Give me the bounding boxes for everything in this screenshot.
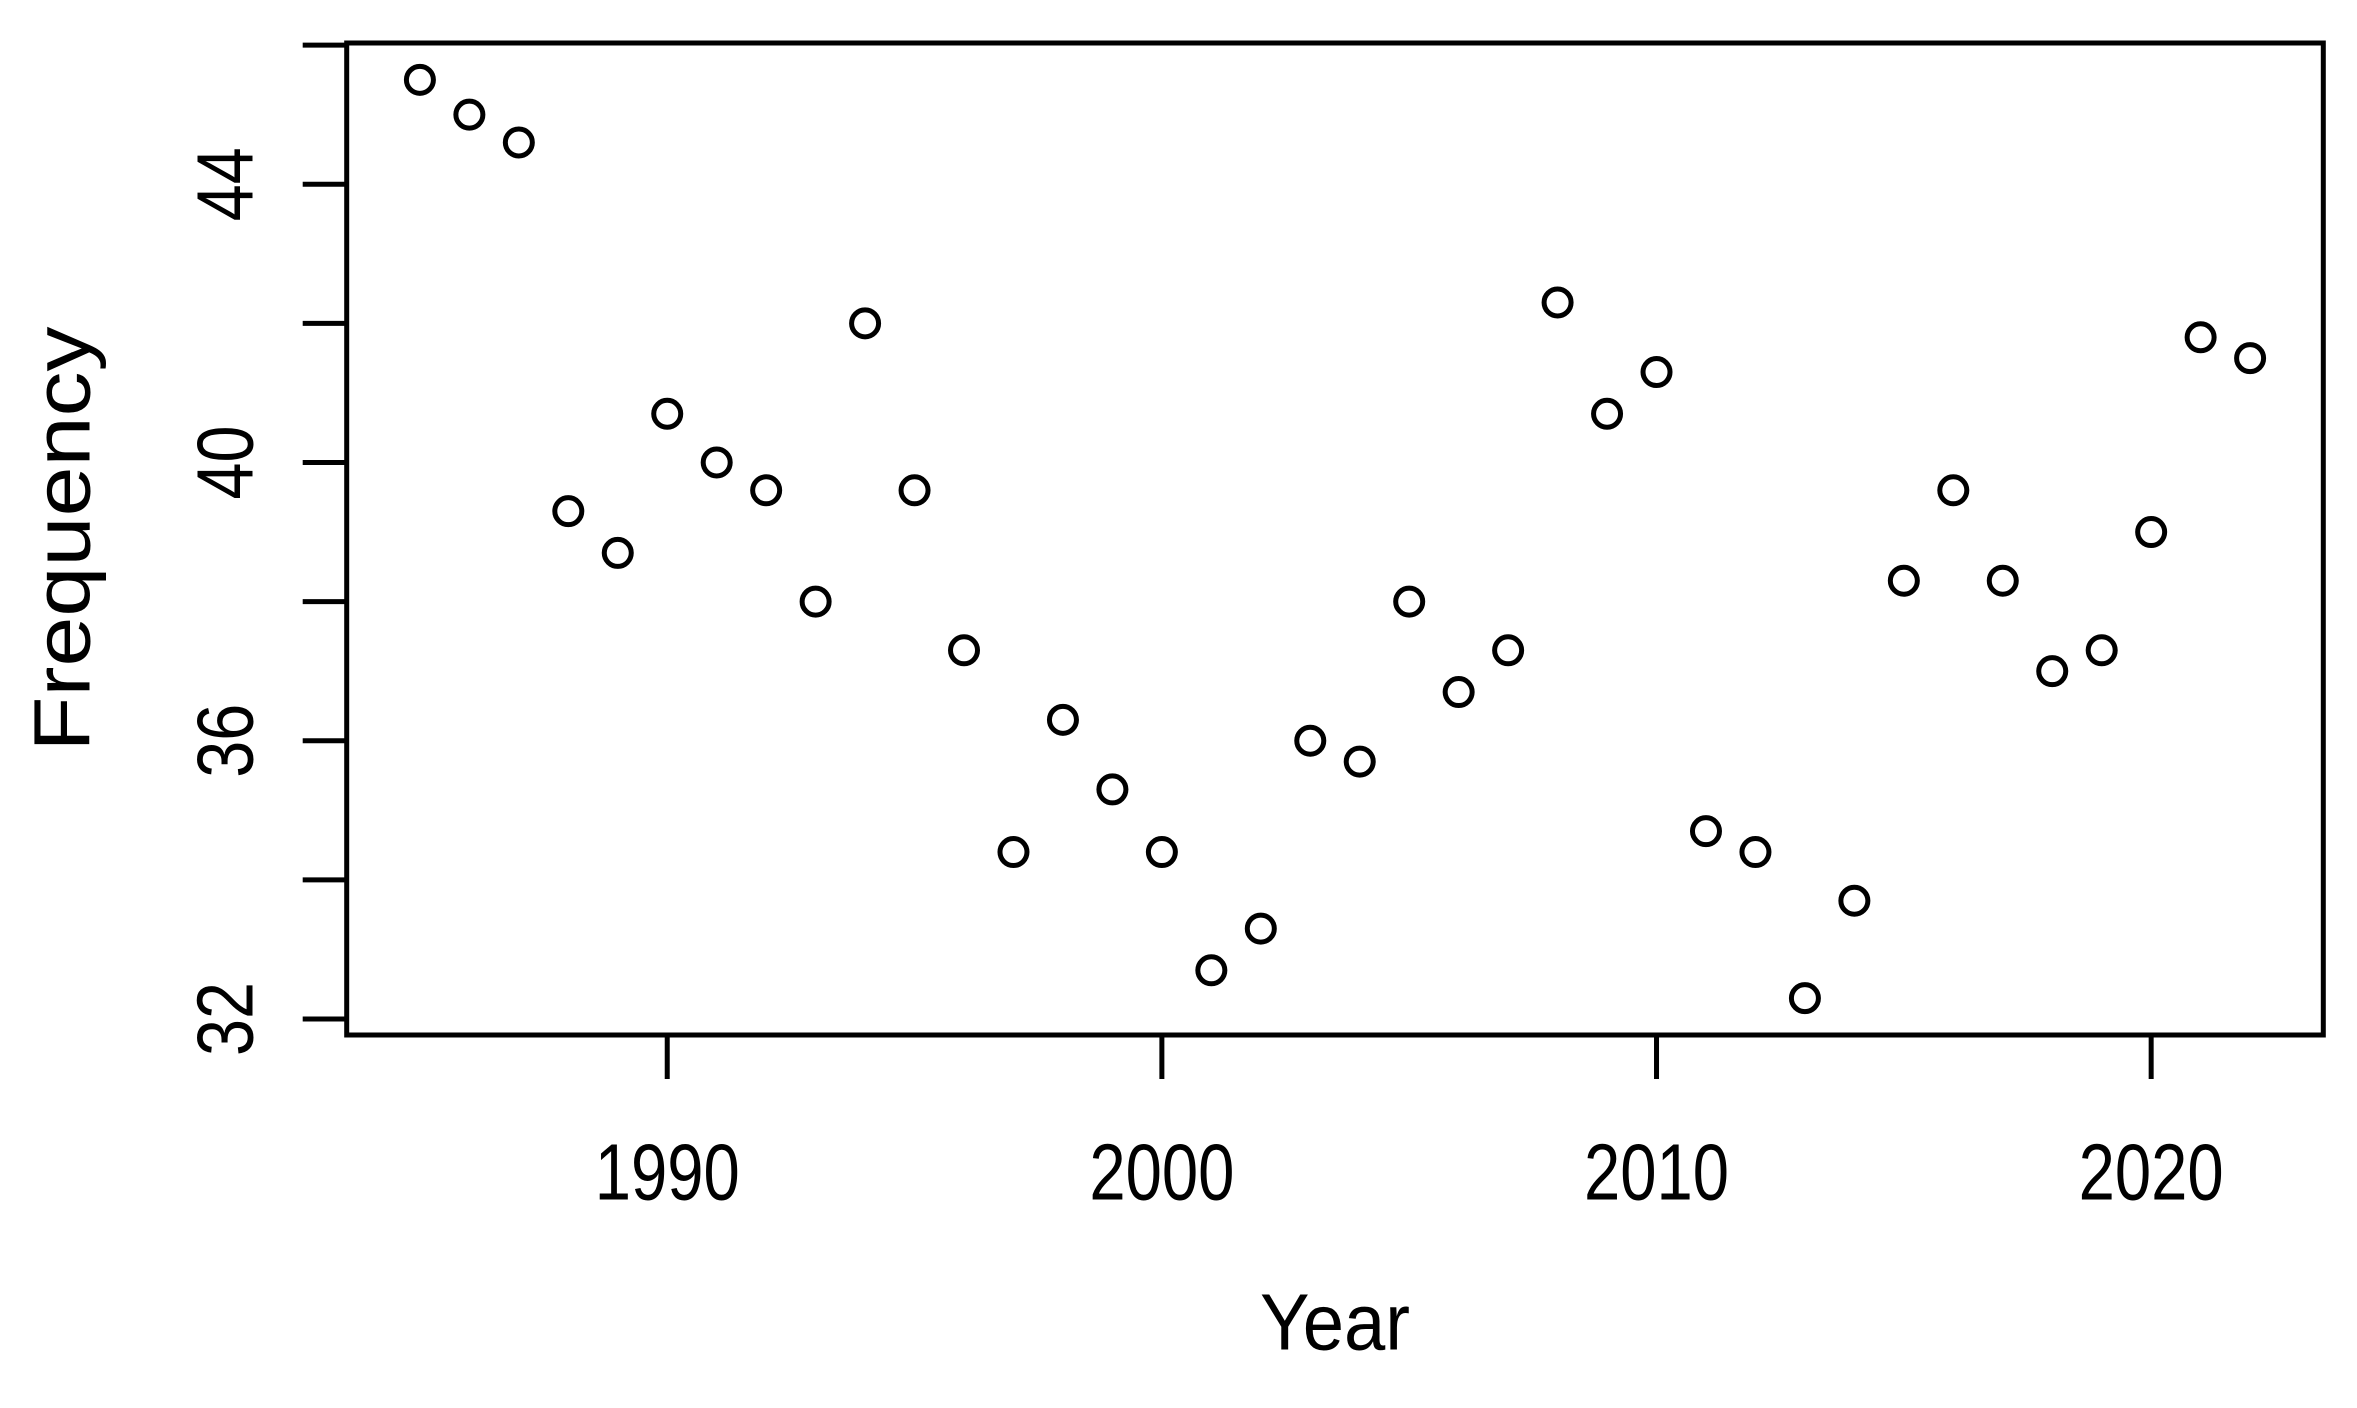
data-point	[2184, 321, 2217, 354]
data-point	[1541, 286, 1574, 319]
data-point	[1096, 773, 1129, 806]
data-point	[1393, 585, 1426, 618]
data-point	[601, 536, 634, 569]
data-point	[1986, 564, 2019, 597]
data-point	[1788, 982, 1821, 1015]
x-axis-ticks	[664, 1035, 2154, 1079]
y-axis-ticks	[302, 42, 347, 1022]
data-point	[651, 397, 684, 430]
data-point	[898, 474, 931, 507]
data-point	[1492, 634, 1525, 667]
data-point	[1294, 724, 1327, 757]
y-axis-title: Frequency	[18, 327, 107, 752]
data-point	[849, 307, 882, 340]
data-point	[1887, 564, 1920, 597]
data-point	[948, 634, 981, 667]
data-point	[1442, 676, 1475, 709]
data-point	[1739, 836, 1772, 869]
data-points	[403, 63, 2267, 1015]
data-point	[1195, 954, 1228, 987]
data-point	[1838, 884, 1871, 917]
data-point	[2036, 655, 2069, 688]
y-tick-label: 36	[181, 704, 270, 778]
y-tick-label: 32	[181, 982, 270, 1056]
x-tick-label: 2020	[2079, 1128, 2224, 1217]
plot-border	[344, 40, 2326, 1038]
y-tick-label: 44	[181, 147, 270, 221]
data-point	[997, 836, 1030, 869]
data-point	[2234, 342, 2267, 375]
data-point	[2085, 634, 2118, 667]
data-point	[1343, 745, 1376, 778]
x-tick-label: 2000	[1089, 1128, 1234, 1217]
data-point	[403, 63, 436, 96]
data-point	[1937, 474, 1970, 507]
x-tick-label: 2010	[1584, 1128, 1729, 1217]
data-point	[700, 446, 733, 479]
y-axis-tick-labels: 32 36 40 44	[181, 147, 270, 1056]
x-axis-tick-labels: 1990 2000 2010 2020	[595, 1128, 2224, 1217]
data-point	[1145, 836, 1178, 869]
data-point	[799, 585, 832, 618]
data-point	[552, 495, 585, 528]
data-point	[750, 474, 783, 507]
data-point	[453, 98, 486, 131]
data-point	[502, 126, 535, 159]
data-point	[1244, 912, 1277, 945]
y-tick-label: 40	[181, 425, 270, 499]
x-axis-title: Year	[1260, 1278, 1410, 1367]
data-point	[1689, 815, 1722, 848]
x-tick-label: 1990	[595, 1128, 740, 1217]
data-point	[1591, 397, 1624, 430]
data-point	[1640, 356, 1673, 389]
data-point	[2135, 516, 2168, 549]
data-point	[1046, 703, 1079, 736]
